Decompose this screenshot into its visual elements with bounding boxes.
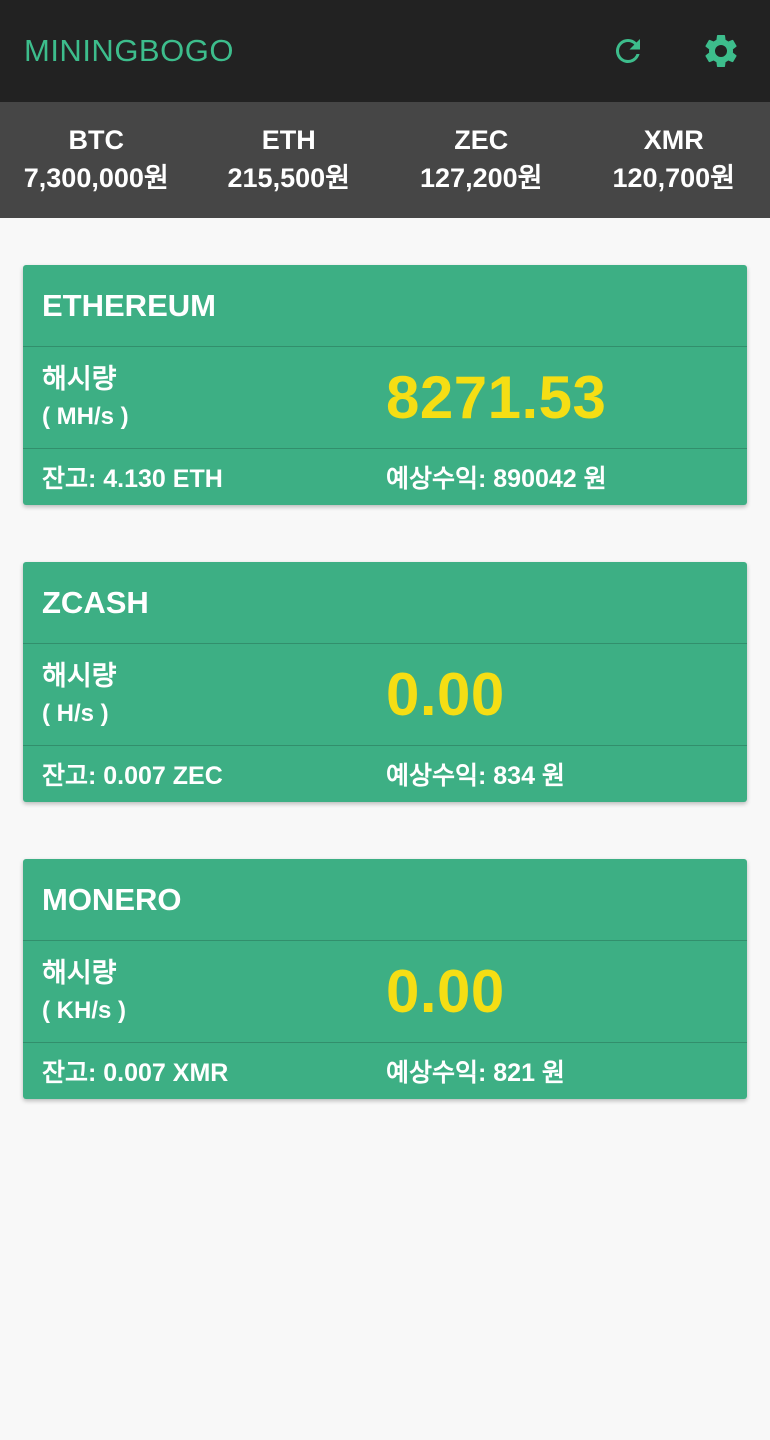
balance-text: 잔고: 0.007 ZEC <box>42 762 223 790</box>
card-footer: 잔고: 4.130 ETH 예상수익: 890042 원 <box>23 449 747 505</box>
ticker-item-xmr: XMR 120,700원 <box>578 102 770 218</box>
card-hashrate-row: 해시량 ( H/s ) 0.00 <box>23 644 747 746</box>
app-title: MININGBOGO <box>24 33 234 68</box>
app-bar: MININGBOGO <box>0 0 770 102</box>
card-footer: 잔고: 0.007 XMR 예상수익: 821 원 <box>23 1043 747 1099</box>
refresh-button[interactable] <box>606 29 650 73</box>
ticker-symbol: ETH <box>261 125 316 155</box>
coin-card-monero[interactable]: MONERO 해시량 ( KH/s ) 0.00 잔고: 0.007 XMR 예… <box>23 859 747 1099</box>
card-title: ETHEREUM <box>23 265 747 347</box>
hashrate-unit: ( MH/s ) <box>42 402 129 430</box>
ticker-symbol: XMR <box>643 125 704 155</box>
coin-card-zcash[interactable]: ZCASH 해시량 ( H/s ) 0.00 잔고: 0.007 ZEC 예상수… <box>23 562 747 802</box>
coin-card-ethereum[interactable]: ETHEREUM 해시량 ( MH/s ) 8271.53 잔고: 4.130 … <box>23 265 747 505</box>
hashrate-value: 0.00 <box>386 958 505 1025</box>
hashrate-value: 8271.53 <box>386 364 607 431</box>
card-title: ZCASH <box>23 562 747 644</box>
expected-profit-text: 예상수익: 821 원 <box>386 1059 565 1087</box>
price-ticker: BTC 7,300,000원 ETH 215,500원 ZEC 127,200원… <box>0 102 770 218</box>
ticker-price: 120,700원 <box>612 163 735 193</box>
ticker-price: 215,500원 <box>227 163 350 193</box>
card-hashrate-row: 해시량 ( MH/s ) 8271.53 <box>23 347 747 449</box>
hashrate-unit: ( KH/s ) <box>42 996 126 1024</box>
gear-icon <box>705 34 737 67</box>
ticker-item-eth: ETH 215,500원 <box>193 102 386 218</box>
ticker-symbol: ZEC <box>454 125 509 155</box>
hashrate-unit: ( H/s ) <box>42 699 109 727</box>
coin-card-list: ETHEREUM 해시량 ( MH/s ) 8271.53 잔고: 4.130 … <box>0 218 770 1099</box>
card-hashrate-row: 해시량 ( KH/s ) 0.00 <box>23 941 747 1043</box>
expected-profit-text: 예상수익: 834 원 <box>386 762 565 790</box>
ticker-item-zec: ZEC 127,200원 <box>385 102 578 218</box>
hashrate-label-group: 해시량 ( H/s ) <box>42 657 386 733</box>
hashrate-label: 해시량 <box>42 660 117 691</box>
expected-profit-text: 예상수익: 890042 원 <box>386 465 607 493</box>
hashrate-label-group: 해시량 ( MH/s ) <box>42 360 386 436</box>
hashrate-value: 0.00 <box>386 661 505 728</box>
hashrate-label: 해시량 <box>42 363 117 394</box>
card-title: MONERO <box>23 859 747 941</box>
hashrate-label-group: 해시량 ( KH/s ) <box>42 954 386 1030</box>
settings-button[interactable] <box>699 29 743 73</box>
app-bar-actions <box>570 0 770 102</box>
ticker-symbol: BTC <box>68 125 125 155</box>
ticker-price: 7,300,000원 <box>23 163 169 193</box>
hashrate-label: 해시량 <box>42 957 117 988</box>
ticker-price: 127,200원 <box>420 163 543 193</box>
ticker-item-btc: BTC 7,300,000원 <box>0 102 193 218</box>
balance-text: 잔고: 4.130 ETH <box>42 465 223 493</box>
balance-text: 잔고: 0.007 XMR <box>42 1059 229 1087</box>
card-footer: 잔고: 0.007 ZEC 예상수익: 834 원 <box>23 746 747 802</box>
refresh-icon <box>615 38 640 63</box>
